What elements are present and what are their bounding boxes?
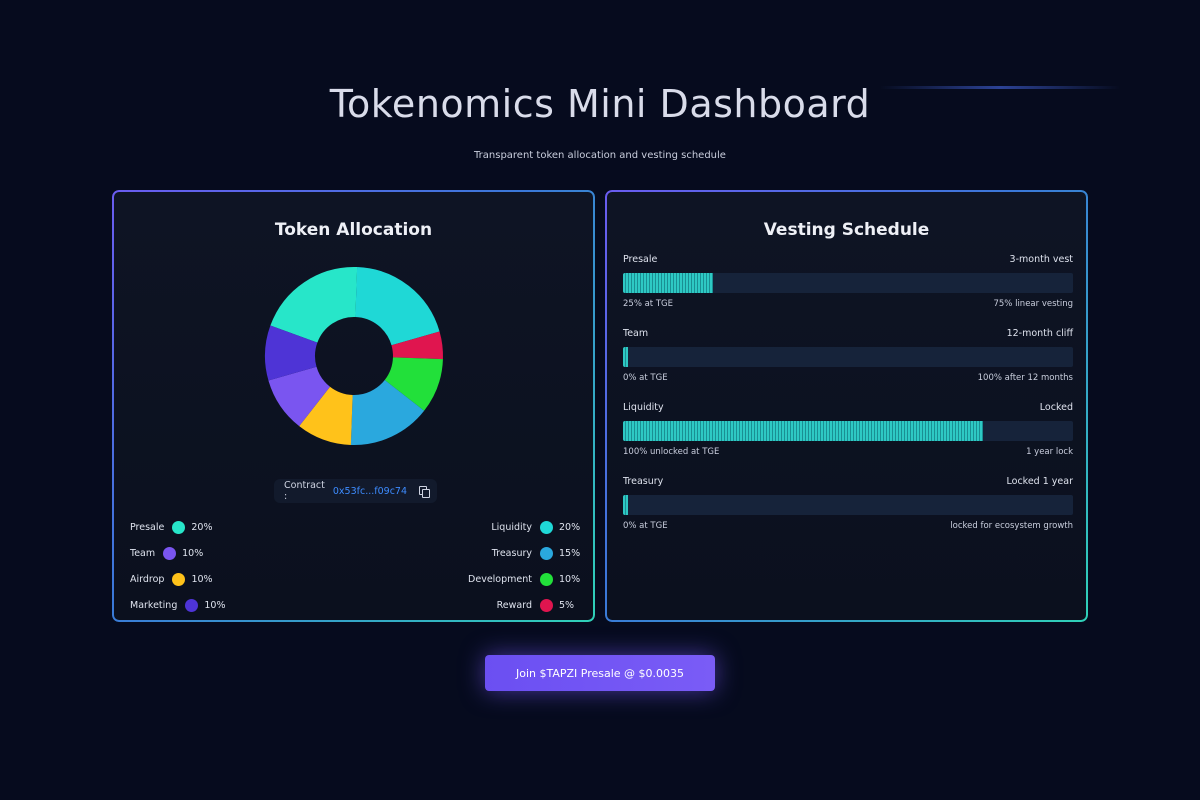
vesting-item-treasury: Treasury Locked 1 year 0% at TGE locked …	[623, 476, 1073, 550]
vesting-schedule-title: Vesting Schedule	[763, 220, 930, 240]
legend-swatch	[540, 572, 553, 586]
legend-item-presale: Presale 20%	[130, 514, 240, 540]
vesting-right-note: 100% after 12 months	[977, 373, 1073, 383]
legend-swatch	[163, 546, 177, 560]
contract-label: Contract :	[284, 480, 325, 502]
donut-svg	[265, 267, 443, 445]
legend-label: Development	[468, 573, 532, 585]
vesting-progress-track	[623, 421, 1073, 441]
legend-swatch	[540, 546, 553, 560]
vesting-name: Liquidity	[623, 402, 664, 413]
vesting-item-liquidity: Liquidity Locked 100% unlocked at TGE 1 …	[623, 402, 1073, 476]
legend-label: Reward	[496, 599, 532, 611]
donut-slice-marketing	[265, 267, 443, 445]
legend-label: Treasury	[491, 547, 532, 559]
legend-swatch	[172, 520, 186, 534]
vesting-left-note: 0% at TGE	[623, 373, 668, 383]
vesting-list: Presale 3-month vest 25% at TGE 75% line…	[623, 254, 1073, 550]
legend-percent: 20%	[559, 521, 581, 533]
donut-slice-development	[265, 267, 443, 445]
vesting-progress-fill	[623, 273, 713, 293]
token-allocation-title: Token Allocation	[274, 220, 433, 240]
donut-slice-treasury	[265, 267, 443, 445]
legend-swatch	[185, 598, 199, 612]
vesting-schedule-label: 3-month vest	[1009, 254, 1073, 265]
legend-label: Liquidity	[491, 521, 532, 533]
legend-percent: 10%	[204, 599, 226, 611]
legend-label: Airdrop	[130, 573, 165, 585]
legend-label: Team	[130, 547, 156, 559]
legend-right: Liquidity 20% Treasury 15% Development 1…	[407, 514, 581, 618]
page-subtitle: Transparent token allocation and vesting…	[474, 150, 726, 161]
vesting-schedule-label: 12-month cliff	[1006, 328, 1073, 339]
legend-percent: 10%	[182, 547, 204, 559]
vesting-progress-fill	[623, 495, 628, 515]
token-allocation-panel: Token Allocation Contract : 0x53fc...f09…	[112, 190, 595, 622]
contract-address[interactable]: 0x53fc...f09c74	[332, 485, 408, 497]
legend-item-treasury: Treasury 15%	[407, 540, 581, 566]
legend-item-marketing: Marketing 10%	[130, 592, 240, 618]
vesting-schedule-label: Locked	[1039, 402, 1073, 413]
vesting-progress-track	[623, 273, 1073, 293]
join-presale-button[interactable]: Join $TAPZI Presale @ $0.0035	[485, 655, 715, 691]
vesting-item-team: Team 12-month cliff 0% at TGE 100% after…	[623, 328, 1073, 402]
legend-item-liquidity: Liquidity 20%	[407, 514, 581, 540]
vesting-left-note: 100% unlocked at TGE	[623, 447, 720, 457]
vesting-item-presale: Presale 3-month vest 25% at TGE 75% line…	[623, 254, 1073, 328]
allocation-donut-chart	[264, 266, 444, 446]
donut-slice-reward	[265, 267, 443, 445]
donut-slice-liquidity	[265, 267, 443, 445]
vesting-progress-track	[623, 495, 1073, 515]
vesting-name: Treasury	[623, 476, 664, 487]
copy-icon[interactable]	[419, 486, 430, 498]
vesting-right-note: locked for ecosystem growth	[950, 521, 1073, 531]
vesting-name: Presale	[623, 254, 658, 265]
legend-percent: 20%	[191, 521, 213, 533]
legend-left: Presale 20% Team 10% Airdrop 10% Marketi…	[130, 514, 240, 618]
vesting-left-note: 0% at TGE	[623, 521, 668, 531]
legend-label: Presale	[130, 521, 165, 533]
legend-item-airdrop: Airdrop 10%	[130, 566, 240, 592]
legend-percent: 15%	[559, 547, 581, 559]
top-accent-line	[880, 86, 1120, 89]
contract-address-pill[interactable]: Contract : 0x53fc...f09c74	[274, 479, 437, 503]
legend-swatch	[540, 520, 553, 534]
legend-swatch	[172, 572, 186, 586]
legend-percent: 5%	[559, 599, 575, 611]
legend-swatch	[540, 598, 553, 612]
vesting-right-note: 75% linear vesting	[993, 299, 1073, 309]
page-title: Tokenomics Mini Dashboard	[329, 82, 871, 126]
vesting-right-note: 1 year lock	[1026, 447, 1073, 457]
legend-percent: 10%	[191, 573, 213, 585]
vesting-left-note: 25% at TGE	[623, 299, 673, 309]
vesting-progress-track	[623, 347, 1073, 367]
legend-item-reward: Reward 5%	[407, 592, 577, 618]
donut-slice-team	[265, 267, 443, 445]
vesting-name: Team	[623, 328, 649, 339]
vesting-schedule-label: Locked 1 year	[1006, 476, 1073, 487]
vesting-progress-fill	[623, 421, 983, 441]
legend-label: Marketing	[130, 599, 178, 611]
legend-item-development: Development 10%	[407, 566, 581, 592]
vesting-schedule-panel: Vesting Schedule Presale 3-month vest 25…	[605, 190, 1088, 622]
donut-slice-airdrop	[265, 267, 443, 445]
vesting-progress-fill	[623, 347, 628, 367]
legend-item-team: Team 10%	[130, 540, 240, 566]
legend-percent: 10%	[559, 573, 581, 585]
